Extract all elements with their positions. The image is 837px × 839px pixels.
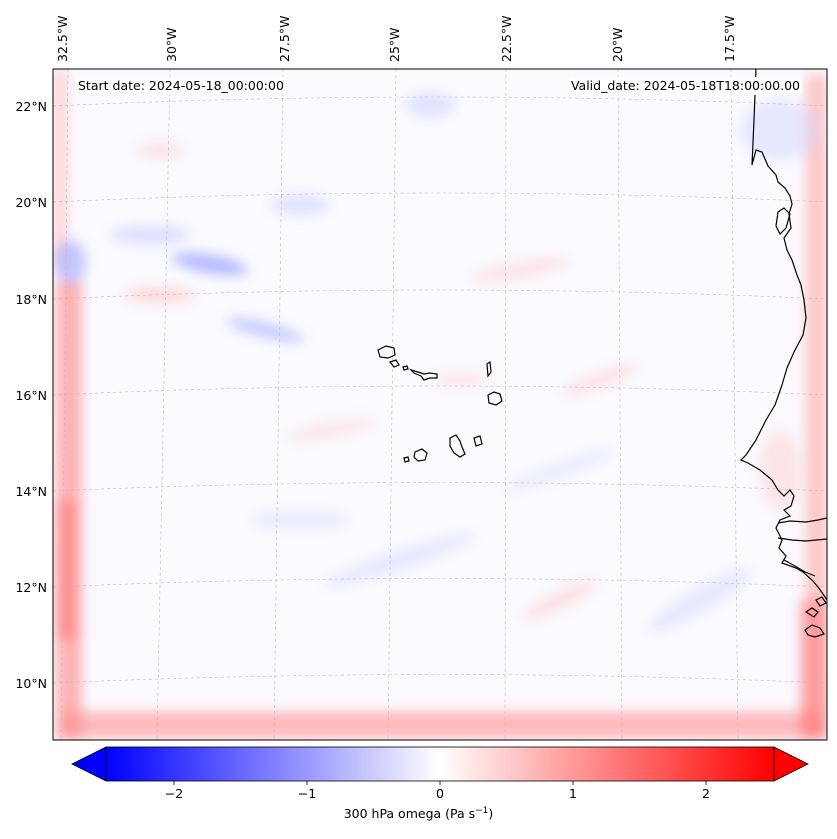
map-panel (53, 69, 827, 740)
valid-date-annotation: Valid_date: 2024-05-18T18:00:00.00 (568, 77, 802, 95)
colorbar-extend-high (773, 746, 809, 782)
lat-label-20n: 20°N (15, 195, 47, 210)
maio (473, 435, 483, 447)
parallel-12n (53, 578, 827, 588)
lon-label-30w: 30°W (164, 27, 179, 62)
colorbar-extend-low (71, 746, 107, 782)
lat-label-10n: 10°N (15, 676, 47, 691)
colorbar-gradient (105, 746, 775, 782)
lat-label-22n: 22°N (15, 99, 47, 114)
start-date-annotation: Start date: 2024-05-18_00:00:00 (76, 77, 286, 95)
parallel-18n (53, 289, 827, 300)
boa-vista (487, 391, 503, 406)
meridian-20w (617, 69, 623, 740)
meridian-17-5w (730, 69, 739, 740)
cape-verde-islands (377, 345, 503, 463)
lon-label-17-5w: 17.5°W (722, 16, 737, 62)
latitude-labels: 22°N 20°N 18°N 16°N 14°N 12°N 10°N (15, 99, 47, 691)
omega-field-background (53, 69, 827, 740)
map-frame (52, 68, 828, 741)
santa-luzia (402, 365, 409, 371)
parallel-22n (53, 96, 827, 107)
parallel-14n (53, 482, 827, 492)
meridian-32-5w (60, 69, 69, 740)
brava (403, 456, 410, 463)
lat-label-16n: 16°N (15, 388, 47, 403)
casamance-border (777, 537, 827, 542)
parallel-10n (53, 674, 827, 684)
colorbar-tick-1: 1 (569, 786, 577, 801)
gambia-river (777, 517, 827, 524)
santiago (449, 434, 466, 458)
meridian-25w (387, 69, 397, 740)
colorbar-tick-neg1: −1 (298, 786, 316, 801)
colorbar-tick-2: 2 (702, 786, 710, 801)
lon-label-22-5w: 22.5°W (499, 16, 514, 62)
guinea-bissau-coast (783, 559, 816, 577)
africa-coastline (739, 69, 827, 601)
lon-label-27-5w: 27.5°W (277, 16, 292, 62)
colorbar-tick-0: 0 (436, 786, 444, 801)
lon-label-32-5w: 32.5°W (55, 16, 70, 62)
meridian-30w (156, 69, 171, 740)
parallel-20n (53, 192, 827, 203)
sao-vicente (388, 359, 400, 368)
omega-field (53, 70, 827, 740)
meridian-27-5w (273, 69, 284, 740)
sao-nicolau (408, 368, 438, 381)
lon-label-25w: 25°W (387, 27, 402, 62)
graticule (53, 69, 827, 740)
lat-label-14n: 14°N (15, 484, 47, 499)
parallel-16n (53, 385, 827, 396)
coastlines (739, 69, 827, 638)
sal (486, 360, 492, 378)
lon-label-20w: 20°W (610, 27, 625, 62)
meridian-22-5w (504, 69, 507, 740)
colorbar: −2 −1 0 1 2 (71, 746, 809, 801)
colorbar-tick-neg2: −2 (165, 786, 183, 801)
lat-label-18n: 18°N (15, 292, 47, 307)
lat-label-12n: 12°N (15, 580, 47, 595)
fogo (413, 448, 428, 462)
longitude-labels: 32.5°W 30°W 27.5°W 25°W 22.5°W 20°W 17.5… (55, 16, 737, 62)
colorbar-label: 300 hPa omega (Pa s−1) (343, 806, 494, 822)
bijagos-islands (804, 596, 827, 638)
cape-blanc (775, 207, 791, 236)
santo-antao (377, 345, 396, 359)
